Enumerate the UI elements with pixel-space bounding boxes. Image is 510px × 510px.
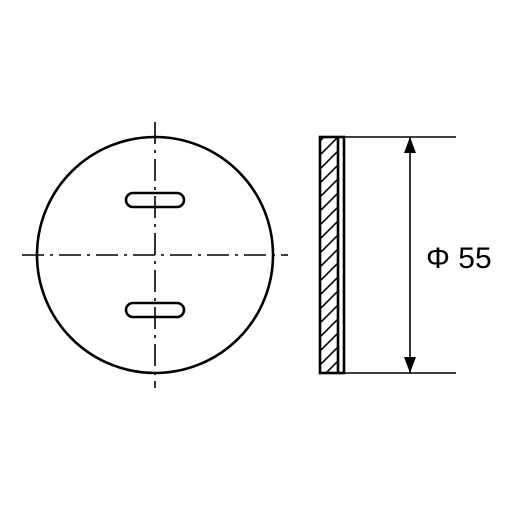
section-hatch <box>296 71 362 431</box>
front-view <box>22 122 288 388</box>
side-view <box>296 71 362 431</box>
dimension-label: Φ 55 <box>426 242 492 275</box>
arrowhead-bottom <box>404 357 416 373</box>
arrowhead-top <box>404 137 416 153</box>
dimension-annotation: Φ 55 <box>344 137 492 373</box>
engineering-drawing: Φ 55 <box>0 0 510 510</box>
